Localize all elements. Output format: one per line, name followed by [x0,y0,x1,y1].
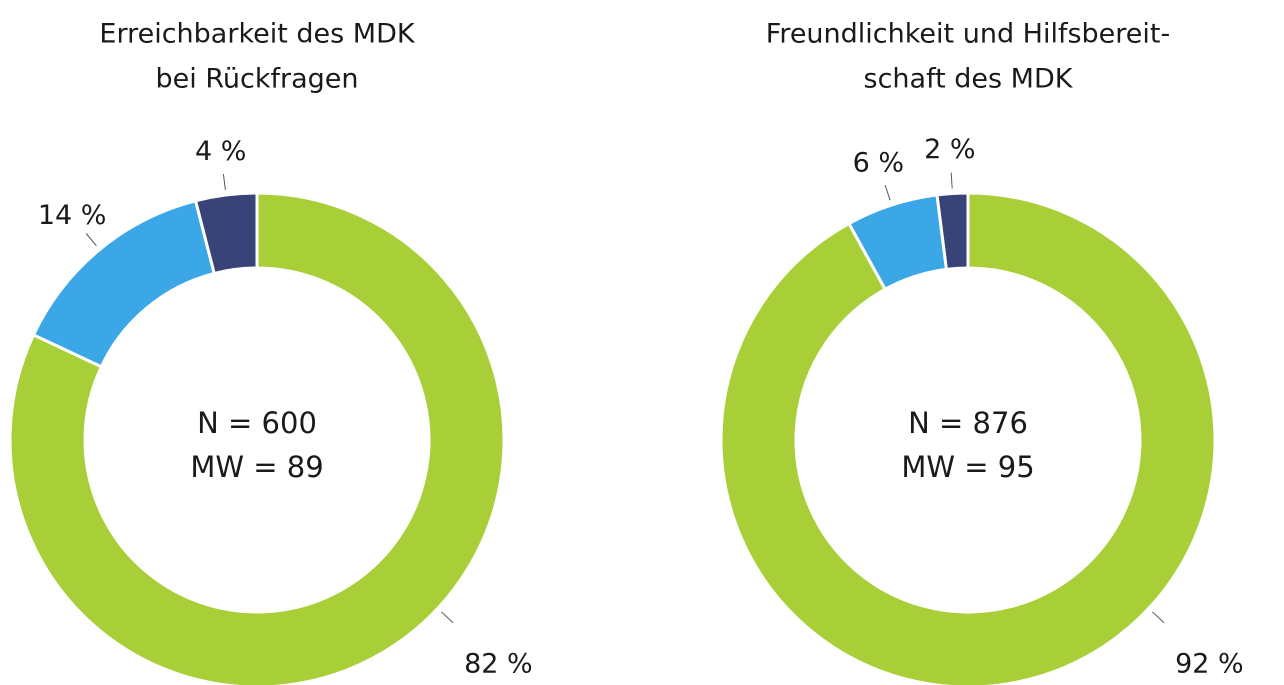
leader-line [441,611,454,624]
data-label: 92 % [1175,649,1244,680]
donut-slice [719,191,1217,685]
data-label: 2 % [924,134,975,165]
leader-line [85,233,97,247]
donut-slice [193,191,259,276]
chart-title: Erreichbarkeit des MDK [99,19,415,50]
chart-title: Freundlichkeit und Hilfsbereit- [766,19,1171,50]
center-label: MW = 95 [901,450,1034,484]
donut-slice [8,191,506,685]
leader-line [950,172,953,189]
center-label: N = 600 [197,406,317,440]
leader-line [222,174,226,191]
leader-line [884,184,891,201]
data-label: 82 % [464,649,533,680]
donut-slice [935,191,970,272]
center-label: N = 876 [908,406,1028,440]
leader-line [1152,611,1165,624]
data-label: 6 % [853,148,904,179]
chart-title: schaft des MDK [864,64,1074,95]
center-label: MW = 89 [190,450,323,484]
data-label: 4 % [195,136,246,167]
data-label: 14 % [38,200,107,231]
chart-title: bei Rückfragen [156,64,359,95]
